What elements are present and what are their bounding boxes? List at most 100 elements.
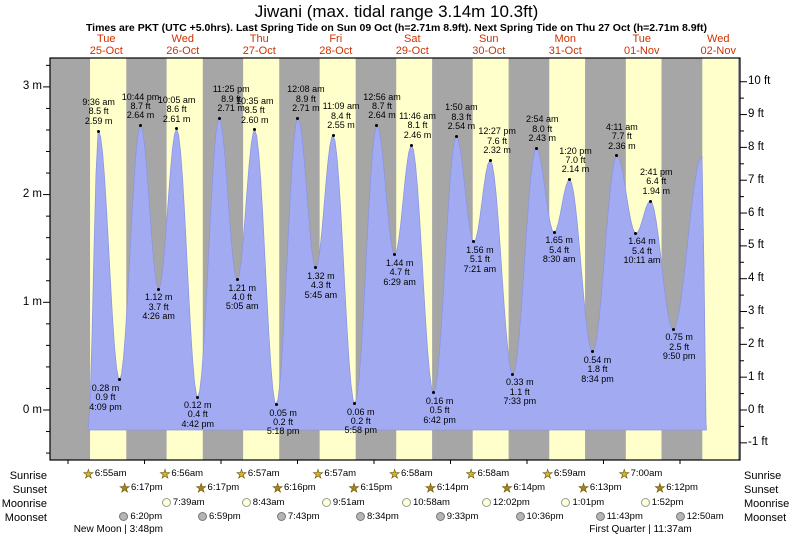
tide-extreme-dot <box>488 158 492 162</box>
tide-extreme-dot <box>97 129 101 133</box>
annotation-line: 0.9 ft <box>95 392 116 403</box>
moonset-entry: 9:33pm <box>435 511 478 522</box>
right-axis-label: 9 ft <box>748 108 764 121</box>
tide-extreme-annotation: 1.44 m 4.7 ft 6:29 am <box>383 258 416 287</box>
sunrise-entry: ★6:57am <box>312 467 356 480</box>
annotation-line: 7.7 ft <box>611 131 632 142</box>
tide-extreme-annotation: 4:11 am 7.7 ft 2.36 m <box>606 122 638 151</box>
sunrise-icon: ★ <box>465 466 477 481</box>
tide-extreme-dot <box>511 372 515 376</box>
annotation-line: 6.4 ft <box>646 176 667 187</box>
annotation-line: 1.56 m <box>466 244 494 255</box>
sunset-row-label-right: Sunset <box>744 484 779 496</box>
sunrise-icon: ★ <box>83 466 94 481</box>
tide-extreme-annotation: 1:20 pm 7.0 ft 2.14 m <box>559 145 592 175</box>
annotation-line: 2.60 m <box>240 114 269 125</box>
annotation-line: 0.28 m <box>91 382 120 393</box>
annotation-line: 4.0 ft <box>232 292 253 303</box>
moonset-icon <box>675 511 685 521</box>
annotation-line: 2:54 am <box>525 114 559 125</box>
tide-extreme-dot <box>157 287 161 291</box>
moonset-icon <box>276 511 286 521</box>
day-name: Wed <box>707 33 730 45</box>
day-date: 31-Oct <box>548 44 582 57</box>
sunrise-entry: ★6:59am <box>542 467 586 480</box>
day-label: Sat 29-Oct <box>396 33 429 57</box>
annotation-line: 1:20 pm <box>559 145 592 156</box>
moonrise-entry: 1:01pm <box>561 497 604 508</box>
tide-extreme-dot <box>567 178 571 182</box>
annotation-line: 8.3 ft <box>451 111 472 122</box>
tide-extreme-annotation: 1.64 m 5.4 ft 10:11 am <box>624 236 661 265</box>
annotation-line: 6:42 pm <box>423 414 456 425</box>
tide-curve-area <box>87 117 707 431</box>
annotation-line: 11:46 am <box>399 111 436 122</box>
annotation-line: 0.75 m <box>665 332 693 343</box>
annotation-line: 0.06 m <box>347 406 375 417</box>
sunrise-entry: ★6:58am <box>465 466 509 481</box>
annotation-line: 0.12 m <box>183 400 212 411</box>
sunset-icon: ★ <box>654 480 666 495</box>
day-label: Mon 31-Oct <box>548 33 582 57</box>
left-axis-label: 0 m <box>22 403 42 416</box>
sunset-entry: ★6:17pm <box>195 481 240 494</box>
right-axis-label: 2 ft <box>748 337 764 350</box>
sunrise-entry-time: 6:57am <box>247 468 280 479</box>
annotation-line: 12:27 pm <box>478 126 516 137</box>
sunset-entry-time: 6:17pm <box>207 482 240 493</box>
sunset-entry: ★6:14pm <box>425 481 469 494</box>
sunrise-entry: ★6:55am <box>83 466 127 481</box>
annotation-line: 5:58 pm <box>344 425 378 436</box>
sunset-entry-time: 6:13pm <box>589 482 622 493</box>
tide-extreme-dot <box>138 124 142 128</box>
tide-extreme-annotation: 10:05 am 8.6 ft 2.61 m <box>158 95 196 124</box>
tide-extreme-dot <box>296 116 300 120</box>
annotation-line: 1.64 m <box>628 236 656 247</box>
annotation-line: 1.1 ft <box>509 386 530 397</box>
tide-extreme-annotation: 1:50 am 8.3 ft 2.54 m <box>445 103 478 132</box>
right-axis-label: 8 ft <box>748 140 764 153</box>
right-axis-label: 6 ft <box>748 206 764 219</box>
annotation-line: 2.32 m <box>483 144 511 155</box>
annotation-line: 0.2 ft <box>273 417 294 428</box>
annotation-line: 8.5 ft <box>88 106 109 117</box>
moonset-entry: 6:59pm <box>198 511 241 522</box>
right-axis-label: 10 ft <box>748 75 771 88</box>
annotation-line: 12:56 am <box>363 91 401 102</box>
sunset-row-label-left: Sunset <box>12 484 47 496</box>
tide-extreme-dot <box>454 134 458 138</box>
annotation-line: 8.5 ft <box>244 105 265 116</box>
annotation-line: 10:35 am <box>235 95 274 106</box>
day-label: Thu 27-Oct <box>242 33 276 57</box>
sunset-entry: ★6:13pm <box>578 481 622 494</box>
moonset-entry: 8:34pm <box>356 511 399 522</box>
moonset-row-label-right: Moonset <box>744 512 787 524</box>
annotation-line: 2.36 m <box>608 140 636 151</box>
sunset-icon: ★ <box>501 480 513 495</box>
tide-extreme-annotation: 1.56 m 5.1 ft 7:21 am <box>464 244 497 274</box>
annotation-line: 0.16 m <box>425 395 454 406</box>
annotation-line: 4.3 ft <box>310 280 331 291</box>
day-date: 27-Oct <box>242 44 276 57</box>
moonrise-row-label-left: Moonrise <box>1 498 47 510</box>
moonrise-row-label-right: Moonrise <box>744 498 790 510</box>
tide-extreme-dot <box>196 395 200 399</box>
day-name: Thu <box>249 33 269 45</box>
tide-extreme-dot <box>432 391 436 395</box>
sunrise-entry-time: 6:56am <box>171 468 204 479</box>
annotation-line: 8.1 ft <box>407 120 428 131</box>
annotation-line: 10:44 pm <box>121 91 160 102</box>
annotation-line: 2.5 ft <box>669 341 690 352</box>
annotation-line: 9:36 am <box>82 97 115 108</box>
sunset-entry-time: 6:14pm <box>513 482 546 493</box>
tide-extreme-annotation: 0.28 m 0.9 ft 4:09 pm <box>89 382 122 412</box>
annotation-line: 6:29 am <box>383 276 416 287</box>
day-name: Tue <box>632 33 652 45</box>
sunset-entry: ★6:14pm <box>501 480 546 495</box>
annotation-line: 9:50 pm <box>662 351 696 362</box>
annotation-line: 2.14 m <box>561 164 590 175</box>
tide-extreme-annotation: 9:36 am 8.5 ft 2.59 m <box>82 97 115 126</box>
day-name: Tue <box>96 33 116 45</box>
moonset-entry-time: 10:36pm <box>526 510 564 522</box>
day-name: Fri <box>329 33 343 45</box>
